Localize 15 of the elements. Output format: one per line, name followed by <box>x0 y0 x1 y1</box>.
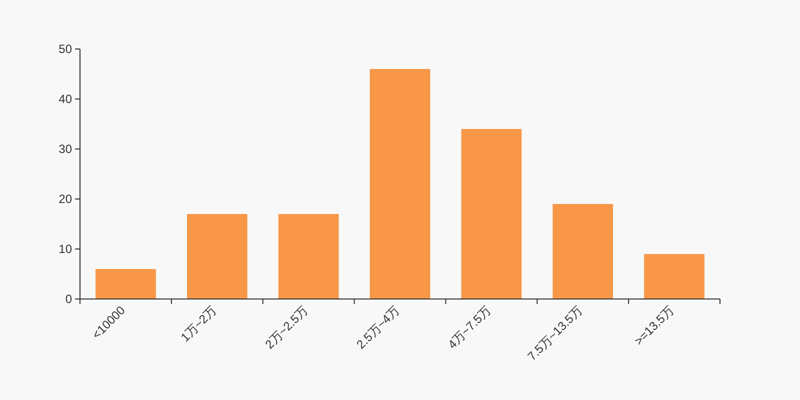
bar <box>96 269 156 299</box>
y-tick-label: 40 <box>58 92 72 106</box>
x-tick-label: 1万~2万 <box>178 303 220 344</box>
bar <box>186 214 248 299</box>
bar <box>552 204 614 299</box>
y-tick-label: 20 <box>58 192 72 206</box>
bar <box>370 69 430 299</box>
y-tick-label: 50 <box>58 42 72 56</box>
bar <box>644 254 704 299</box>
bar <box>278 214 339 299</box>
bar <box>461 129 522 299</box>
y-tick-label: 30 <box>58 142 72 156</box>
y-tick-label: 0 <box>65 292 72 306</box>
y-tick-label: 10 <box>58 242 72 256</box>
x-tick-label: 2.5万~4万 <box>354 303 402 352</box>
